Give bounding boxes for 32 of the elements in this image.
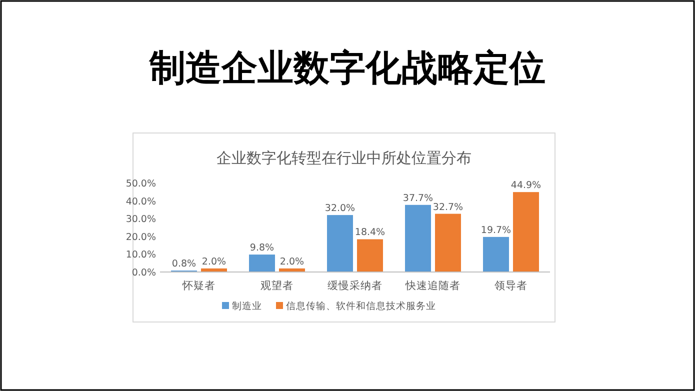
data-label: 32.7% bbox=[432, 202, 464, 213]
data-label: 2.0% bbox=[280, 256, 304, 268]
data-label: 19.7% bbox=[480, 224, 512, 236]
y-tick-label: 30.0% bbox=[126, 214, 156, 226]
data-label: 32.0% bbox=[324, 203, 356, 214]
data-label: 44.9% bbox=[510, 180, 542, 192]
bar bbox=[249, 254, 275, 272]
bar bbox=[435, 214, 461, 272]
chart-title: 制造企业数字化战略定位 bbox=[148, 48, 546, 89]
x-tick-label: 领导者 bbox=[494, 279, 528, 292]
bar bbox=[357, 239, 383, 272]
legend-label: 制造业 bbox=[232, 300, 262, 312]
data-label: 18.4% bbox=[354, 227, 386, 238]
y-tick-label: 20.0% bbox=[126, 232, 156, 243]
bar bbox=[405, 204, 431, 272]
x-tick-label: 快速追随者 bbox=[404, 279, 460, 292]
x-tick-label: 缓慢采纳者 bbox=[328, 279, 382, 292]
y-tick-label: 50.0% bbox=[126, 178, 156, 190]
y-tick-label: 10.0% bbox=[126, 250, 156, 261]
data-label: 37.7% bbox=[402, 192, 434, 204]
data-label: 9.8% bbox=[250, 242, 274, 254]
data-label: 0.8% bbox=[172, 258, 196, 270]
y-tick-label: 0.0% bbox=[132, 268, 156, 278]
x-tick-label: 观望者 bbox=[260, 279, 294, 292]
data-label: 2.0% bbox=[202, 256, 226, 268]
bar bbox=[513, 192, 539, 272]
bar bbox=[483, 236, 509, 272]
legend-label: 信息传输、软件和信息技术服务业 bbox=[286, 300, 436, 312]
bar bbox=[327, 215, 353, 272]
x-tick-label: 怀疑者 bbox=[182, 279, 216, 292]
y-tick-label: 40.0% bbox=[126, 196, 156, 208]
chart-subtitle: 企业数字化转型在行业中所处位置分布 bbox=[216, 149, 472, 167]
